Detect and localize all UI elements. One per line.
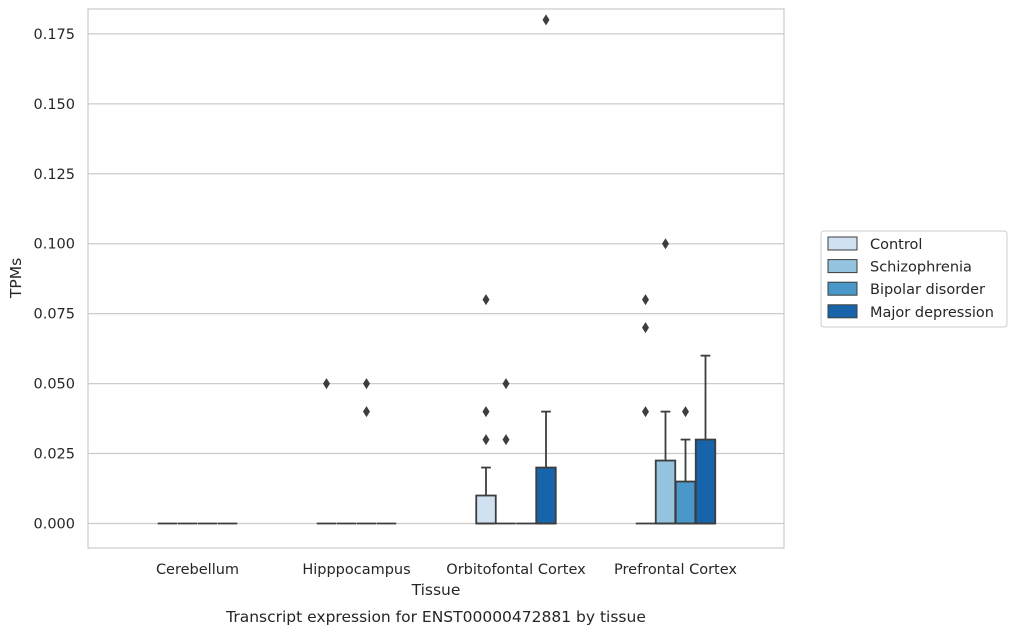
outlier-point — [482, 294, 490, 306]
y-tick-label: 0.075 — [33, 307, 75, 323]
box-body — [535, 466, 557, 525]
y-tick-label: 0.000 — [33, 517, 75, 533]
box-control — [316, 378, 337, 525]
x-tick-label: Cerebellum — [156, 562, 239, 578]
box-plot-marks — [157, 14, 717, 525]
box-body — [674, 480, 697, 525]
outlier-point — [482, 434, 490, 446]
x-tick-labels: Cerebellum Hipppocampus Orbitofontal Corte… — [156, 562, 737, 578]
box-major-depression — [535, 14, 557, 525]
box-control — [635, 294, 656, 525]
y-tick-label: 0.175 — [33, 27, 75, 43]
box-body — [475, 494, 497, 525]
outlier-point — [642, 406, 649, 418]
outlier-point — [323, 378, 330, 390]
legend-frame — [820, 230, 1008, 328]
outlier-point — [642, 294, 649, 306]
box-body — [654, 459, 677, 525]
y-tick-label: 0.150 — [33, 97, 75, 113]
y-tick-labels: 0.000 0.025 0.050 0.075 0.100 0.125 0.150 0.175 — [33, 27, 75, 533]
legend: Control Schizophrenia Bipolar disorder Majo… — [820, 230, 1008, 328]
gridlines — [88, 33, 784, 525]
legend-label: Bipolar disorder — [870, 282, 985, 298]
box-bipolar-disorder — [674, 406, 697, 525]
y-tick-label: 0.050 — [33, 377, 75, 393]
outlier-point — [482, 406, 490, 418]
legend-label: Schizophrenia — [870, 260, 972, 276]
outlier-point — [662, 238, 669, 250]
chart-caption: Transcript expression for ENST0000047288… — [225, 608, 646, 626]
y-tick-label: 0.125 — [33, 167, 75, 183]
plot-frame — [87, 8, 785, 549]
outlier-point — [502, 378, 510, 390]
y-axis-title: TPMs — [7, 258, 25, 299]
x-tick-label: Orbitofontal Cortex — [446, 562, 586, 578]
box-schizophrenia — [654, 238, 677, 525]
legend-label: Control — [870, 237, 922, 253]
box-control — [475, 294, 497, 525]
legend-swatch — [827, 236, 858, 251]
outlier-point — [642, 322, 649, 334]
box-bipolar-disorder — [356, 378, 377, 525]
legend-label: Major depression — [870, 305, 994, 321]
box-major-depression — [694, 354, 717, 525]
box-schizophrenia — [496, 378, 516, 525]
outlier-point — [363, 378, 370, 390]
legend-swatch — [827, 281, 858, 296]
x-tick-label: Hipppocampus — [302, 562, 410, 578]
legend-swatch — [827, 259, 858, 274]
y-tick-label: 0.100 — [33, 237, 75, 253]
outlier-point — [542, 14, 550, 26]
y-tick-label: 0.025 — [33, 447, 75, 463]
outlier-point — [682, 406, 689, 418]
outlier-point — [363, 406, 370, 418]
x-tick-label: Prefrontal Cortex — [614, 562, 737, 578]
legend-swatch — [827, 304, 858, 319]
box-body — [694, 438, 717, 525]
x-axis-title: Tissue — [411, 581, 461, 599]
outlier-point — [502, 434, 510, 446]
